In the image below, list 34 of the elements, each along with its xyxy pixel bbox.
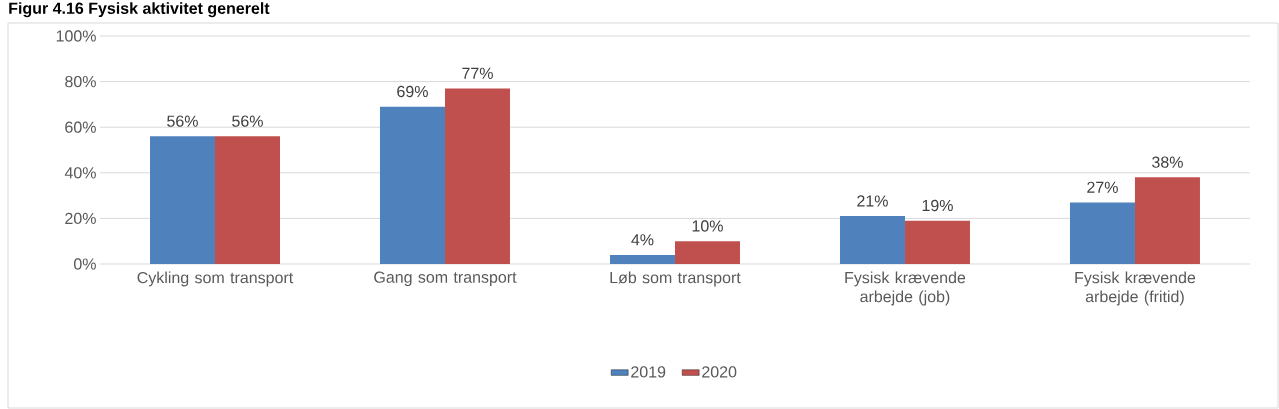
data-label: 56% <box>232 115 263 127</box>
data-label: 69% <box>397 85 428 98</box>
bar <box>379 106 445 264</box>
x-tick-label: Løb som transport <box>610 271 741 287</box>
legend-label: 2019 <box>631 366 666 378</box>
bar <box>1069 202 1135 264</box>
data-label: 56% <box>167 115 198 127</box>
data-label: 21% <box>857 195 888 207</box>
bar <box>609 254 675 264</box>
bar <box>839 216 905 264</box>
y-tick-label: 0% <box>73 258 96 270</box>
bar <box>904 220 970 264</box>
bar <box>674 241 740 264</box>
data-label: 4% <box>631 234 654 246</box>
data-label: 19% <box>922 199 953 212</box>
data-label: 10% <box>692 220 723 232</box>
data-label: 77% <box>462 67 493 79</box>
bar <box>215 136 280 264</box>
x-tick-label: Fysisk krævende arbejde (fritid) <box>1075 271 1196 306</box>
y-tick-label: 80% <box>65 75 96 88</box>
y-tick-label: 20% <box>65 212 96 225</box>
x-tick-label: Cykling som transport <box>137 271 294 287</box>
x-tick-label: Fysisk krævende arbejde (job) <box>845 271 966 306</box>
legend-label: 2020 <box>702 366 737 378</box>
data-label: 38% <box>1152 156 1183 168</box>
bar <box>150 136 215 264</box>
bar <box>444 88 510 264</box>
y-tick-label: 40% <box>64 167 96 179</box>
x-tick-label: Gang som transport <box>374 271 517 287</box>
data-label: 27% <box>1087 181 1118 193</box>
chart-title: Figur 4.16 Fysisk aktivitet generelt <box>9 2 270 18</box>
y-tick-label: 100% <box>56 30 96 42</box>
bar <box>1134 177 1200 264</box>
y-tick-label: 60% <box>65 121 96 133</box>
